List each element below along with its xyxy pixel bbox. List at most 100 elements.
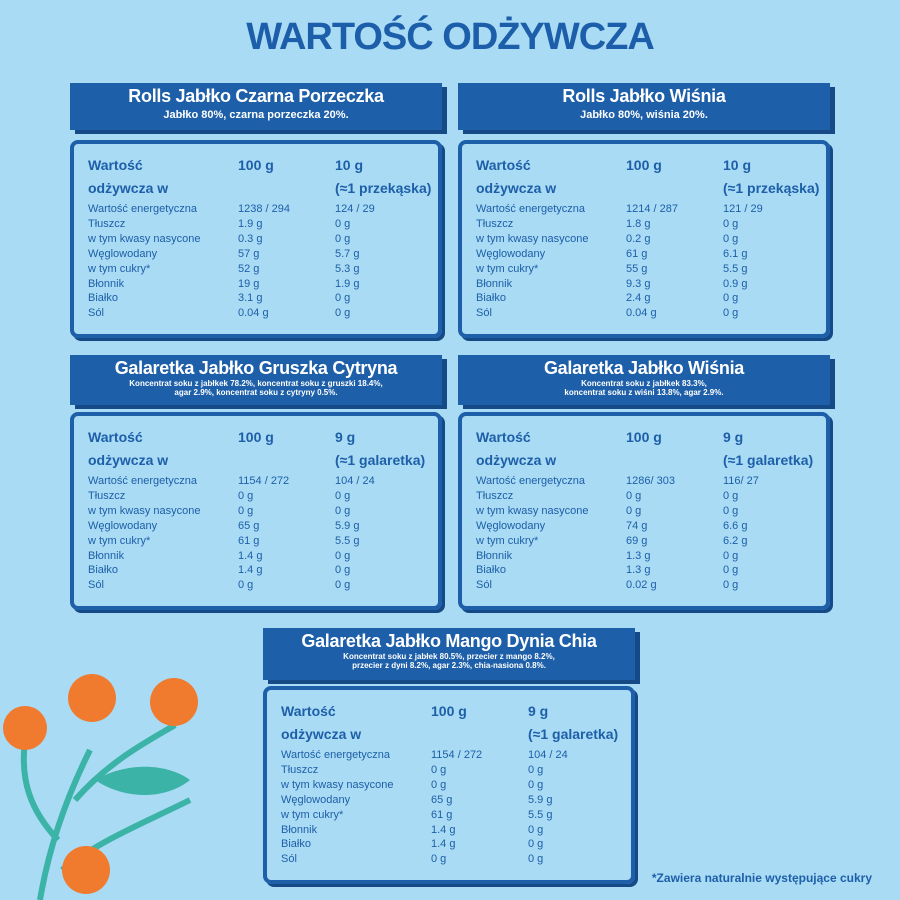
- nutrient-value: 1286/ 303: [626, 475, 675, 487]
- column-header: odżywcza w: [281, 726, 362, 742]
- nutrient-value: 1214 / 287: [626, 203, 678, 215]
- nutrient-value: 121 / 29: [723, 203, 763, 215]
- nutrient-value: 0 g: [723, 292, 739, 305]
- nutrient-value: 55 g: [626, 262, 648, 275]
- product-name: Galaretka Jabłko Wiśnia: [543, 358, 745, 378]
- nutrient-value: 5.9 g: [335, 519, 360, 532]
- nutrient-value: 0 g: [431, 853, 447, 866]
- nutrient-value: 0 g: [335, 489, 351, 502]
- nutrient-value: 1.4 g: [431, 838, 456, 851]
- nutrient-value: 61 g: [626, 247, 648, 260]
- nutrient-value: 0 g: [238, 489, 254, 502]
- nutrient-value: 0 g: [723, 549, 739, 562]
- column-header: 100 g: [238, 429, 274, 445]
- nutrient-value: 61 g: [431, 808, 453, 821]
- nutrient-label: Błonnik: [281, 823, 318, 836]
- nutrient-label: w tym cukry*: [281, 808, 344, 821]
- column-header: Wartość: [88, 157, 143, 173]
- nutrient-value: 0.02 g: [626, 579, 657, 592]
- column-header: Wartość: [88, 429, 143, 445]
- product-header: Galaretka Jabłko Mango Dynia Chia Koncent…: [263, 628, 635, 680]
- nutrient-value: 104 / 24: [528, 749, 568, 761]
- nutrient-value: 5.3 g: [335, 262, 360, 275]
- nutrient-value: 124 / 29: [335, 203, 375, 215]
- product-header: Rolls Jabłko Wiśnia Jabłko 80%, wiśnia 20…: [458, 83, 830, 130]
- nutrient-value: 0 g: [723, 489, 739, 502]
- nutrient-label: Węglowodany: [476, 247, 546, 260]
- nutrient-value: 0 g: [723, 307, 739, 320]
- nutrition-box: [70, 140, 442, 338]
- nutrient-value: 0 g: [335, 307, 351, 320]
- nutrient-value: 61 g: [238, 534, 260, 547]
- nutrient-value: 74 g: [626, 519, 648, 532]
- ingredients-line: koncentrat soku z wiśni 13.8%, agar 2.9%…: [564, 388, 724, 398]
- nutrient-label: Sól: [88, 307, 104, 320]
- column-header: odżywcza w: [476, 452, 557, 468]
- product-header: Galaretka Jabłko Gruszka Cytryna Koncentr…: [70, 355, 442, 405]
- column-header: 9 g: [723, 429, 744, 445]
- nutrient-value: 5.9 g: [528, 793, 553, 806]
- nutrient-label: w tym kwasy nasycone: [88, 504, 201, 517]
- nutrient-value: 1154 / 272: [238, 475, 290, 487]
- column-header: odżywcza w: [88, 180, 169, 196]
- berry-decoration: [3, 674, 198, 900]
- nutrient-label: Wartość energetyczna: [476, 475, 586, 487]
- nutrient-label: Tłuszcz: [281, 763, 319, 776]
- nutrient-label: w tym cukry*: [88, 262, 151, 275]
- column-header: 100 g: [431, 703, 467, 719]
- nutrient-label: Sól: [476, 579, 492, 592]
- nutrient-value: 1.9 g: [238, 217, 263, 230]
- ingredients-line: Koncentrat soku z jabłek 80.5%, przecier…: [343, 652, 555, 661]
- column-header: 9 g: [528, 703, 549, 719]
- column-header: odżywcza w: [88, 452, 169, 468]
- column-header: 10 g: [335, 157, 364, 173]
- ingredients-line: Jabłko 80%, wiśnia 20%.: [580, 109, 708, 121]
- nutrient-value: 1238 / 294: [238, 203, 290, 215]
- nutrient-value: 0 g: [528, 778, 544, 791]
- column-header: 100 g: [626, 429, 662, 445]
- nutrient-value: 1.4 g: [431, 823, 456, 836]
- column-header: (≈1 przekąska): [723, 180, 820, 196]
- nutrition-box: [263, 686, 635, 884]
- ingredients-line: Koncentrat soku z jabłkek 78.2%, koncent…: [129, 379, 383, 388]
- nutrient-value: 69 g: [626, 534, 648, 547]
- nutrient-label: Błonnik: [476, 549, 513, 562]
- nutrient-value: 0 g: [528, 763, 544, 776]
- column-header: Wartość: [476, 157, 531, 173]
- nutrient-value: 0 g: [335, 217, 351, 230]
- ingredients-line: Koncentrat soku z jabłkek 83.3%,: [581, 379, 707, 388]
- nutrient-label: Błonnik: [476, 277, 513, 290]
- column-header: (≈1 galaretka): [528, 726, 619, 742]
- nutrient-value: 0.3 g: [238, 232, 263, 245]
- nutrition-box: [458, 412, 830, 610]
- nutrient-label: w tym cukry*: [476, 534, 539, 547]
- nutrient-value: 0.2 g: [626, 232, 651, 245]
- nutrient-value: 1.4 g: [238, 564, 263, 577]
- nutrient-label: Sól: [281, 853, 297, 866]
- nutrient-label: Białko: [88, 292, 118, 305]
- ingredients-line: Jabłko 80%, czarna porzeczka 20%.: [163, 109, 349, 121]
- column-header: 10 g: [723, 157, 752, 173]
- nutrient-label: Węglowodany: [88, 519, 158, 532]
- column-header: 100 g: [238, 157, 274, 173]
- nutrient-value: 0 g: [626, 489, 642, 502]
- nutrient-value: 57 g: [238, 247, 260, 260]
- nutrient-value: 0.9 g: [723, 277, 748, 290]
- product-name: Galaretka Jabłko Mango Dynia Chia: [301, 631, 597, 651]
- nutrient-label: Błonnik: [88, 277, 125, 290]
- nutrient-value: 9.3 g: [626, 277, 651, 290]
- nutrient-value: 104 / 24: [335, 475, 375, 487]
- nutrient-value: 19 g: [238, 277, 260, 290]
- nutrient-value: 116/ 27: [723, 475, 759, 487]
- nutrient-value: 0 g: [431, 763, 447, 776]
- nutrient-value: 0.04 g: [238, 307, 269, 320]
- nutrient-label: Sól: [476, 307, 492, 320]
- product-name: Rolls Jabłko Czarna Porzeczka: [128, 86, 384, 106]
- nutrient-value: 0 g: [335, 292, 351, 305]
- nutrient-label: Tłuszcz: [88, 217, 126, 230]
- nutrient-value: 0 g: [528, 823, 544, 836]
- nutrient-value: 0 g: [723, 504, 739, 517]
- nutrient-label: Wartość energetyczna: [476, 203, 586, 215]
- nutrient-label: Węglowodany: [88, 247, 158, 260]
- nutrient-value: 5.5 g: [723, 262, 748, 275]
